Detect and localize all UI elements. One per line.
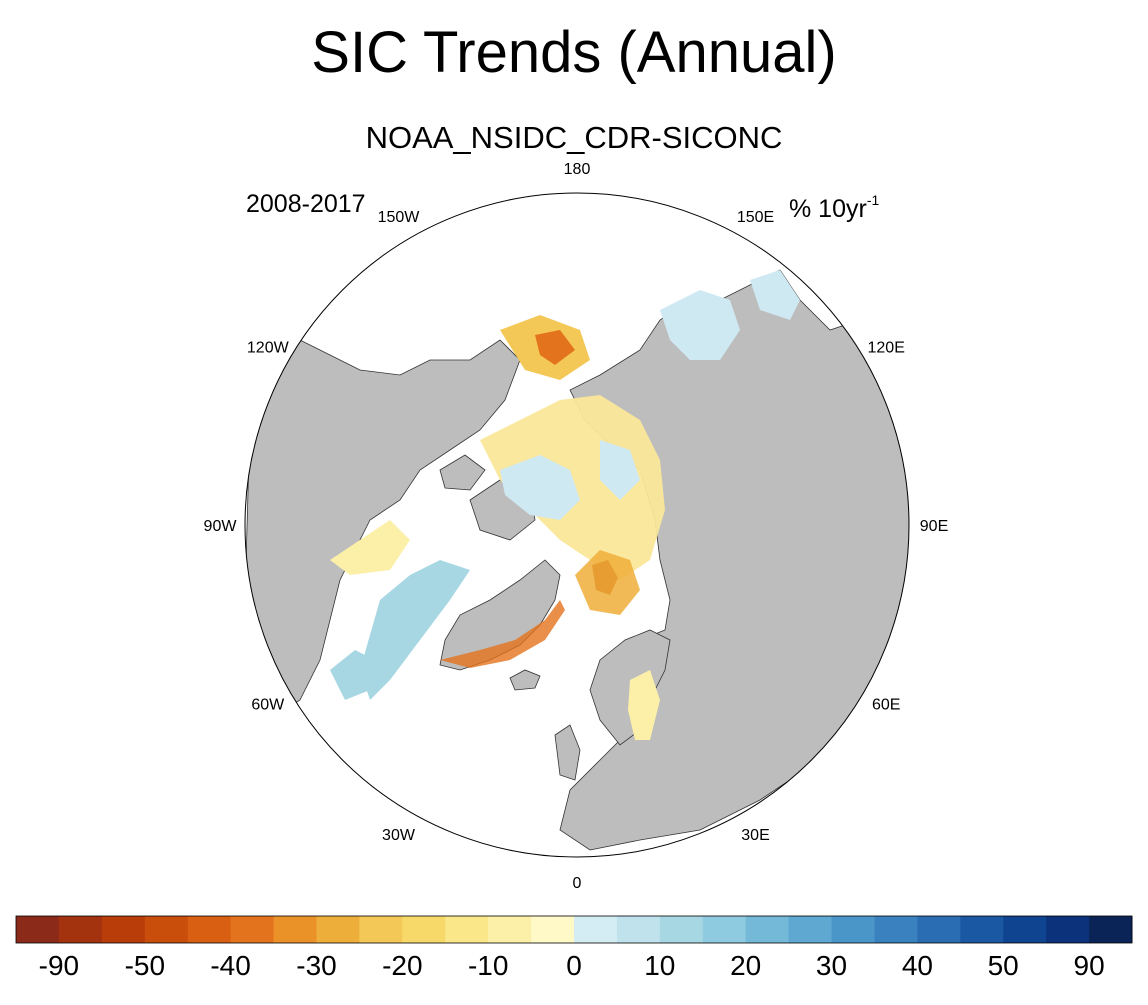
- ice-increase-patch: [500, 455, 580, 520]
- colorbar-box: [574, 916, 618, 943]
- ice-baltic: [628, 670, 660, 740]
- ice-okhotsk: [750, 270, 800, 320]
- colorbar-label: 20: [730, 950, 761, 981]
- colorbar-label: 0: [566, 950, 582, 981]
- colorbar-label: -30: [296, 950, 336, 981]
- colorbar-box: [702, 916, 747, 943]
- colorbar-box: [960, 916, 1004, 943]
- colorbar-label: -20: [382, 950, 422, 981]
- lon-label-90w: 90W: [204, 518, 238, 535]
- colorbar-box: [874, 916, 918, 943]
- lon-label-120e: 120E: [868, 340, 905, 357]
- colorbar-label: 50: [988, 950, 1019, 981]
- colorbar-label: -10: [468, 950, 508, 981]
- lon-label-30w: 30W: [382, 827, 416, 844]
- colorbar-label: 40: [902, 950, 933, 981]
- lon-label-0: 0: [573, 875, 582, 892]
- colorbar-label: 90: [1074, 950, 1105, 981]
- land-north-america: [245, 339, 521, 721]
- colorbar-box: [531, 916, 575, 943]
- colorbar-box: [402, 916, 446, 943]
- lon-label-150e: 150E: [737, 209, 774, 226]
- colorbar-box: [1003, 916, 1047, 943]
- lon-label-60w: 60W: [251, 697, 285, 714]
- colorbar-box: [316, 916, 360, 943]
- colorbar-box: [359, 916, 403, 943]
- ice-baffin: [360, 560, 470, 700]
- ice-chukchi-core: [535, 330, 575, 365]
- colorbar-label: -40: [210, 950, 250, 981]
- colorbar-box: [16, 916, 60, 943]
- lon-label-150w: 150W: [378, 209, 421, 226]
- units-main: % 10yr: [789, 195, 867, 223]
- longitude-labels: 180 150E 120E 90E 60E 30E 0 30W 60W 90W 120W 150W: [204, 161, 949, 892]
- lon-label-90e: 90E: [920, 518, 948, 535]
- colorbar-box: [831, 916, 875, 943]
- colorbar-box: [445, 916, 489, 943]
- units-label: % 10yr-1: [789, 184, 879, 225]
- colorbar-box: [1046, 916, 1090, 943]
- lon-label-30e: 30E: [741, 827, 769, 844]
- colorbar-box: [58, 916, 103, 943]
- colorbar-label: 30: [816, 950, 847, 981]
- period-label: 2008-2017: [246, 190, 366, 218]
- colorbar-label: -90: [39, 950, 79, 981]
- chart-title: SIC Trends (Annual): [311, 20, 837, 85]
- ice-laptev-east: [660, 290, 740, 360]
- ice-barents: [575, 550, 640, 615]
- colorbar-box: [144, 916, 189, 943]
- colorbar-box: [273, 916, 317, 943]
- colorbar-box: [187, 916, 232, 943]
- ice-greenland-east: [440, 600, 565, 668]
- colorbar-box: [488, 916, 532, 943]
- colorbar-box: [917, 916, 961, 943]
- lon-label-60e: 60E: [872, 697, 900, 714]
- colorbar: [15, 915, 1133, 944]
- colorbar-border: [15, 915, 1133, 944]
- colorbar-box: [1089, 916, 1133, 943]
- colorbar-box: [745, 916, 790, 943]
- colorbar-box: [659, 916, 704, 943]
- colorbar-box: [101, 916, 146, 943]
- lon-label-180: 180: [564, 161, 591, 178]
- ice-increase-patch-2: [600, 440, 640, 500]
- lon-label-120w: 120W: [247, 340, 290, 357]
- ice-hudson-bay: [330, 520, 410, 575]
- colorbar-box: [788, 916, 833, 943]
- land-iceland: [509, 669, 541, 691]
- map-boundary: [244, 192, 910, 858]
- units-superscript: -1: [866, 192, 880, 208]
- land-archipelago-2: [439, 454, 486, 491]
- map-content: [245, 269, 909, 851]
- colorbar-label: -50: [125, 950, 165, 981]
- dataset-subtitle: NOAA_NSIDC_CDR-SICONC: [365, 120, 783, 155]
- colorbar-labels: -90 -50 -40 -30 -20 -10 0 10 20 30 40 50 90: [39, 950, 1105, 981]
- land-british-isles: [554, 724, 581, 781]
- colorbar-box: [230, 916, 275, 943]
- ice-labrador: [330, 650, 375, 700]
- colorbar-box: [616, 916, 661, 943]
- colorbar-label: 10: [644, 950, 675, 981]
